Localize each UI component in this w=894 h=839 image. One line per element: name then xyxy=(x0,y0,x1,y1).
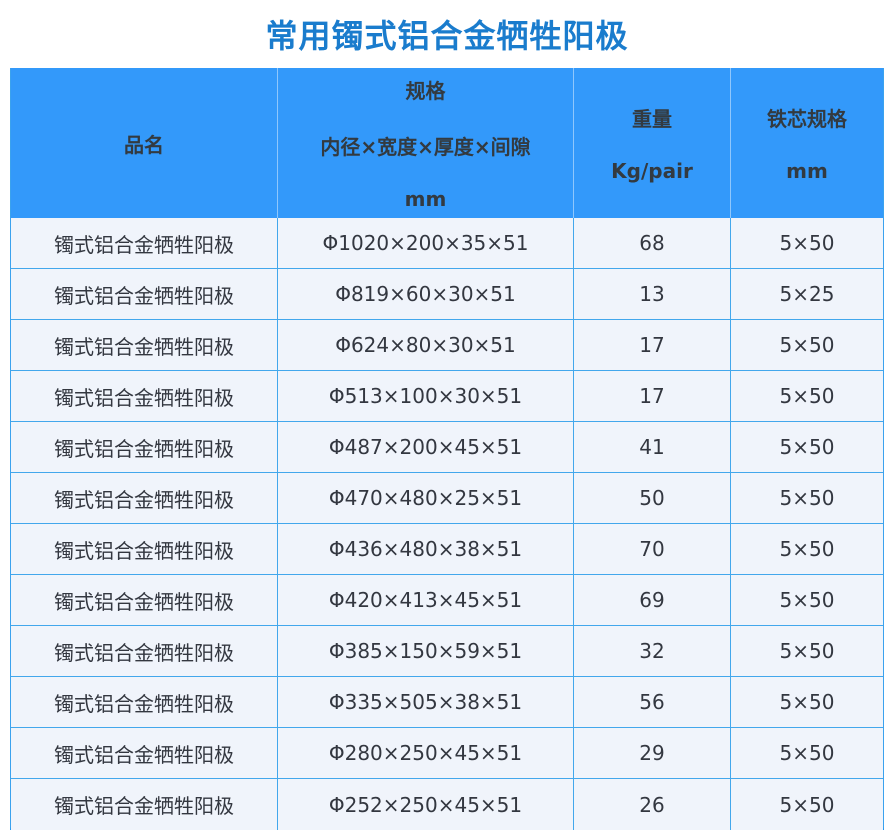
header-weight-label: 重量 xyxy=(632,107,672,131)
page-title: 常用镯式铝合金牺牲阳极 xyxy=(265,17,629,55)
core-spec-cell: 5×50 xyxy=(779,792,835,817)
spec-cell: Φ420×413×45×51 xyxy=(278,575,574,626)
core-spec-cell: 5×50 xyxy=(731,371,883,422)
table-row: 镯式铝合金牺牲阳极 Φ280×250×45×51 29 5×50 xyxy=(11,728,883,779)
spec-cell: Φ470×480×25×51 xyxy=(278,473,574,524)
weight-cell: 17 xyxy=(574,320,731,371)
table-row: 镯式铝合金牺牲阳极 Φ1020×200×35×51 68 5×50 xyxy=(11,218,883,269)
product-name-cell: 镯式铝合金牺牲阳极 xyxy=(11,728,278,779)
core-spec-cell: 5×50 xyxy=(731,473,883,524)
core-spec-cell: 5×50 xyxy=(731,320,883,371)
table-header-row: 品名 规格 内径×宽度×厚度×间隙 mm 重量 Kg/pair 铁芯规格 mm xyxy=(11,68,883,218)
weight-cell: 29 xyxy=(574,728,731,779)
spec-cell: Φ335×505×38×51 xyxy=(278,677,574,728)
table-row: 镯式铝合金牺牲阳极 Φ513×100×30×51 17 5×50 xyxy=(11,371,883,422)
product-name-cell: 镯式铝合金牺牲阳极 xyxy=(11,371,278,422)
table-row: 镯式铝合金牺牲阳极 Φ436×480×38×51 70 5×50 xyxy=(11,524,883,575)
column-header-spec: 规格 内径×宽度×厚度×间隙 mm xyxy=(278,68,574,218)
weight-cell: 69 xyxy=(574,575,731,626)
core-spec-cell: 5×25 xyxy=(731,269,883,320)
product-name-cell: 镯式铝合金牺牲阳极 xyxy=(11,524,278,575)
table-row: 镯式铝合金牺牲阳极 Φ624×80×30×51 17 5×50 xyxy=(11,320,883,371)
weight-cell: 68 xyxy=(574,218,731,269)
header-spec-unit-label: mm xyxy=(404,187,447,211)
weight-cell: 41 xyxy=(574,422,731,473)
table-row: 镯式铝合金牺牲阳极 Φ335×505×38×51 56 5×50 xyxy=(11,677,883,728)
header-product-label: 品名 xyxy=(124,132,164,157)
product-name-cell: 镯式铝合金牺牲阳极 xyxy=(11,473,278,524)
weight-cell: 26 xyxy=(574,779,731,830)
core-spec-cell: 5×50 xyxy=(731,218,883,269)
spec-cell: Φ436×480×38×51 xyxy=(278,524,574,575)
core-spec-cell: 5×50 xyxy=(731,422,883,473)
header-core-label: 铁芯规格 xyxy=(767,107,847,131)
product-name-cell: 镯式铝合金牺牲阳极 xyxy=(11,626,278,677)
header-weight-unit-label: Kg/pair xyxy=(611,159,693,183)
product-name-cell: 镯式铝合金牺牲阳极 xyxy=(11,677,278,728)
product-name-cell: 镯式铝合金牺牲阳极 xyxy=(11,269,278,320)
weight-cell: 50 xyxy=(574,473,731,524)
product-name-cell: 镯式铝合金牺牲阳极 xyxy=(11,320,278,371)
weight-cell: 70 xyxy=(574,524,731,575)
table-row: 镯式铝合金牺牲阳极 Φ385×150×59×51 32 5×50 xyxy=(11,626,883,677)
spec-cell: Φ280×250×45×51 xyxy=(278,728,574,779)
product-name-cell: 镯式铝合金牺牲阳极 xyxy=(11,779,278,830)
spec-cell: Φ487×200×45×51 xyxy=(278,422,574,473)
spec-cell: Φ513×100×30×51 xyxy=(278,371,574,422)
table-row: 镯式铝合金牺牲阳极 Φ487×200×45×51 41 5×50 xyxy=(11,422,883,473)
product-name-cell: 镯式铝合金牺牲阳极 xyxy=(11,218,278,269)
weight-cell: 13 xyxy=(574,269,731,320)
product-name-cell: 镯式铝合金牺牲阳极 xyxy=(11,575,278,626)
spec-cell: Φ252×250×45×51 xyxy=(278,779,574,830)
product-name-cell: 镯式铝合金牺牲阳极 xyxy=(11,422,278,473)
anode-spec-table: 品名 规格 内径×宽度×厚度×间隙 mm 重量 Kg/pair 铁芯规格 mm … xyxy=(10,68,884,830)
column-header-core-spec: 铁芯规格 mm xyxy=(731,68,883,218)
header-core-unit-label: mm xyxy=(786,159,828,183)
table-row: 镯式铝合金牺牲阳极 Φ819×60×30×51 13 5×25 xyxy=(11,269,883,320)
weight-cell: 17 xyxy=(574,371,731,422)
core-spec-cell: 5×50 xyxy=(731,575,883,626)
table-row: 镯式铝合金牺牲阳极 Φ252×250×45×51 26 5×50 xyxy=(11,779,883,830)
spec-cell: Φ1020×200×35×51 xyxy=(278,218,574,269)
core-spec-cell: 5×50 xyxy=(731,728,883,779)
core-spec-cell: 5×50 xyxy=(731,626,883,677)
header-spec-dimensions-label: 内径×宽度×厚度×间隙 xyxy=(320,135,531,159)
table-row: 镯式铝合金牺牲阳极 Φ470×480×25×51 50 5×50 xyxy=(11,473,883,524)
table-row: 镯式铝合金牺牲阳极 Φ420×413×45×51 69 5×50 xyxy=(11,575,883,626)
header-spec-label: 规格 xyxy=(405,79,446,103)
core-spec-cell: 5×50 xyxy=(731,524,883,575)
weight-cell: 32 xyxy=(574,626,731,677)
weight-cell: 56 xyxy=(574,677,731,728)
column-header-weight: 重量 Kg/pair xyxy=(574,68,731,218)
core-spec-cell: 5×50 xyxy=(731,677,883,728)
spec-cell: Φ624×80×30×51 xyxy=(278,320,574,371)
column-header-product-name: 品名 xyxy=(11,68,278,218)
spec-cell: Φ819×60×30×51 xyxy=(278,269,574,320)
spec-cell: Φ385×150×59×51 xyxy=(278,626,574,677)
